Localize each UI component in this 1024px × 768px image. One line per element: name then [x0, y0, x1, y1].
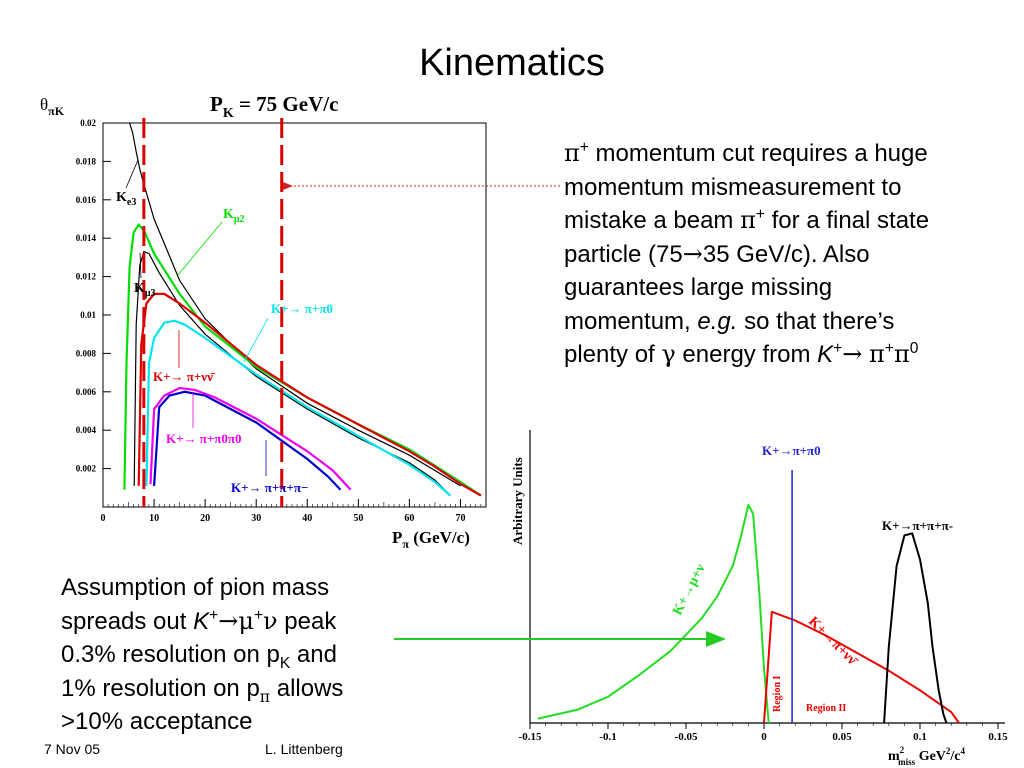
- label-ke3: Ke3: [116, 190, 136, 208]
- right-x-axis-label: m2 miss GeV2/c4: [888, 745, 966, 767]
- ke3-pointer: [125, 159, 139, 189]
- y-tick-label: 0.02: [80, 118, 96, 128]
- x-tick-label: -0.1: [599, 731, 616, 743]
- y-tick-label: 0.018: [76, 156, 97, 166]
- y-tick-label: 0.014: [76, 233, 97, 243]
- x-tick-label: 0.15: [988, 731, 1008, 743]
- label-right-pipi0: K+→π+π0: [762, 443, 821, 458]
- left-y-axis-label: θπK: [40, 95, 65, 118]
- right-axes: [529, 430, 1005, 724]
- x-tick-label: 50: [353, 513, 363, 524]
- x-tick-label: 0.05: [832, 731, 852, 743]
- x-tick-label: 0.1: [913, 731, 927, 743]
- x-tick-label: 10: [149, 513, 159, 524]
- label-pipi0pi0: K+→ π+π0π0: [166, 431, 242, 446]
- x-tick-label: 0: [761, 731, 767, 743]
- pipi0-pointer: [243, 317, 269, 363]
- label-region-2: Region II: [806, 703, 846, 714]
- x-tick-label: 70: [455, 513, 465, 524]
- kmu3-pointer: [139, 252, 142, 279]
- curve-k-: [883, 532, 948, 724]
- x-tick-label: 20: [200, 513, 210, 524]
- footer-date: 7 Nov 05: [44, 741, 101, 757]
- curve-k-: [137, 292, 482, 497]
- y-tick-label: 0.008: [76, 348, 97, 358]
- curve-k-: [153, 390, 342, 491]
- y-tick-label: 0.004: [76, 425, 97, 435]
- curve-ke3: [129, 122, 461, 487]
- label-pipipi: K+→ π+π+π−: [231, 480, 308, 495]
- right-curves: [537, 504, 960, 724]
- label-kmu2: Kμ2: [223, 207, 245, 225]
- slide-title: Kinematics: [419, 42, 605, 84]
- y-tick-label: 0.002: [76, 464, 97, 474]
- right-y-axis-label: Arbitrary Units: [510, 457, 525, 545]
- curve-k-0: [145, 319, 452, 497]
- footer-author: L. Littenberg: [265, 741, 343, 757]
- x-tick-label: 0: [101, 513, 106, 524]
- left-x-axis-label: Pπ (GeV/c): [392, 528, 470, 551]
- x-tick-label: 30: [251, 513, 261, 524]
- momentum-cut-lines: [142, 118, 284, 507]
- curve-k-0-0: [149, 386, 352, 491]
- y-tick-label: 0.016: [76, 195, 97, 205]
- cut-explanation-text: π+ momentum cut requires a huge momentum…: [564, 139, 930, 368]
- x-tick-label: -0.05: [675, 731, 698, 743]
- label-pipi0: K+→ π+π0: [271, 301, 333, 316]
- curve-k-2: [123, 223, 482, 497]
- resolution-explanation-text: Assumption of pion mass spreads out K+→μ…: [61, 574, 344, 735]
- label-region-1: Region I: [772, 676, 783, 713]
- curve-k-: [537, 504, 770, 724]
- x-tick-label: -0.15: [519, 731, 542, 743]
- y-tick-label: 0.012: [76, 272, 97, 282]
- left-chart-title: PK = 75 GeV/c: [210, 92, 338, 121]
- label-right-pipipi: K+→π+π+π-: [882, 518, 953, 533]
- label-kmu3: Kμ3: [134, 281, 156, 299]
- right-axis-ticks: -0.15 -0.1 -0.05 0 0.05 0.1 0.15: [519, 723, 1008, 743]
- kmu2-pointer: [177, 221, 223, 276]
- y-tick-label: 0.006: [76, 387, 97, 397]
- x-tick-label: 40: [302, 513, 312, 524]
- x-tick-label: 60: [404, 513, 414, 524]
- label-pinunu: K+→ π+νν̄: [153, 369, 215, 384]
- y-tick-label: 0.01: [80, 310, 96, 320]
